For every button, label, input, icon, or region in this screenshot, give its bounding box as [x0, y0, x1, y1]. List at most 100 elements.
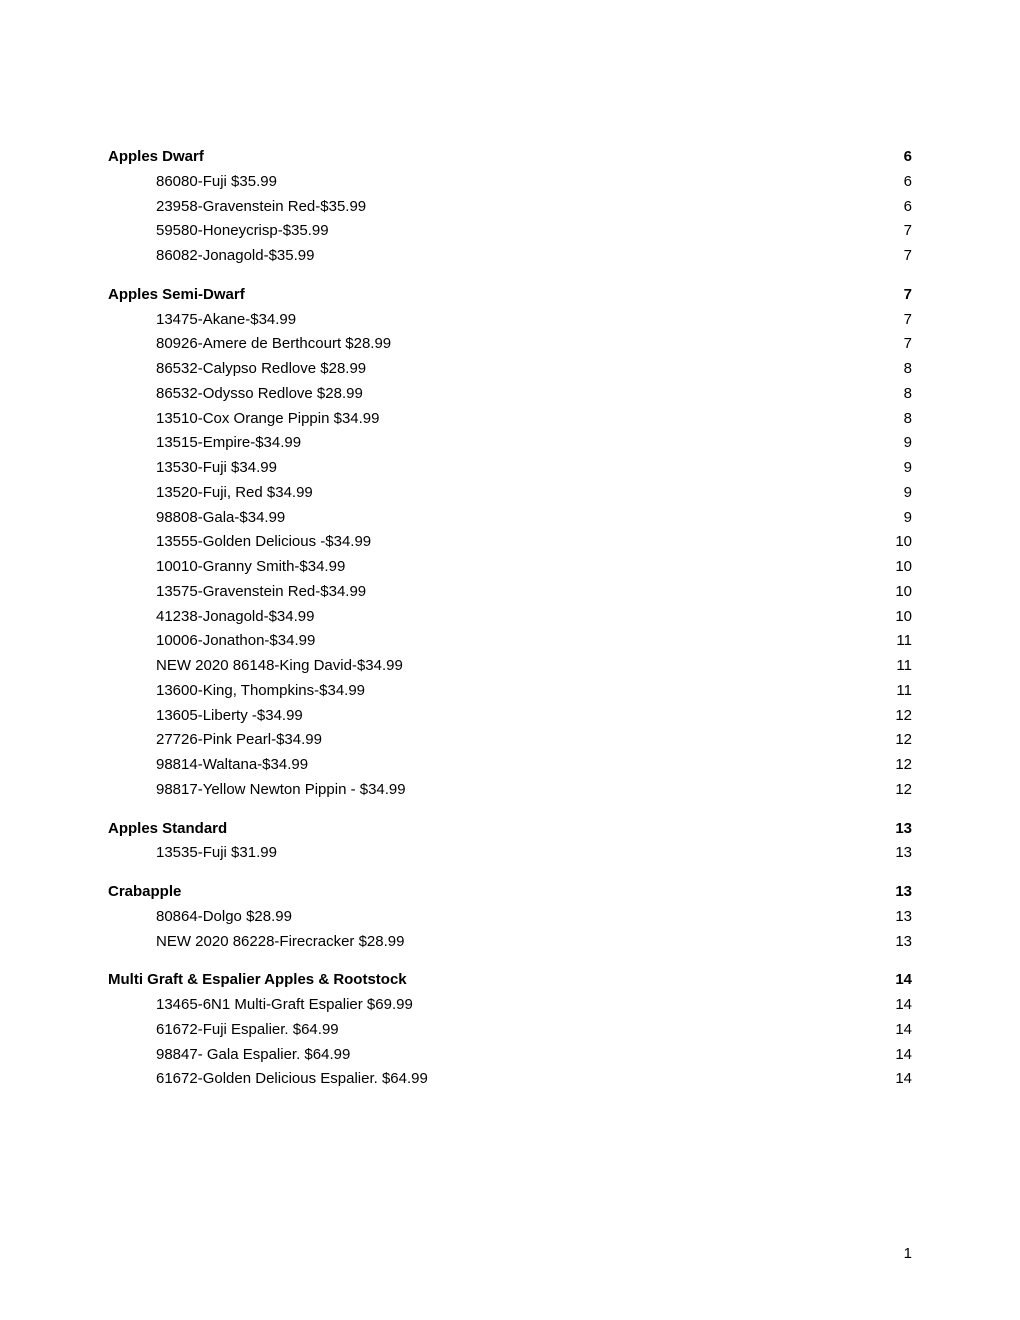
toc-item: 13530-Fuji $34.999 — [108, 456, 912, 481]
toc-item-page: 6 — [882, 195, 912, 220]
toc-item: NEW 2020 86148-King David-$34.9911 — [108, 654, 912, 679]
toc-item: 13510-Cox Orange Pippin $34.998 — [108, 407, 912, 432]
toc-item-label: 86532-Calypso Redlove $28.99 — [156, 357, 882, 382]
toc-item-label: 98814-Waltana-$34.99 — [156, 753, 882, 778]
toc-item-label: 23958-Gravenstein Red-$35.99 — [156, 195, 882, 220]
toc-item-page: 6 — [882, 170, 912, 195]
toc-item-page: 14 — [882, 1018, 912, 1043]
toc-heading: Crabapple13 — [108, 880, 912, 905]
toc-section: Multi Graft & Espalier Apples & Rootstoc… — [108, 968, 912, 1092]
toc-item-page: 7 — [882, 244, 912, 269]
toc-item: 13605-Liberty -$34.9912 — [108, 704, 912, 729]
toc-item-label: 27726-Pink Pearl-$34.99 — [156, 728, 882, 753]
toc-item: NEW 2020 86228-Firecracker $28.9913 — [108, 930, 912, 955]
toc-item-label: 13535-Fuji $31.99 — [156, 841, 882, 866]
toc-heading: Apples Semi-Dwarf7 — [108, 283, 912, 308]
toc-item-label: 86080-Fuji $35.99 — [156, 170, 882, 195]
toc-item-label: 80926-Amere de Berthcourt $28.99 — [156, 332, 882, 357]
toc-item: 10010-Granny Smith-$34.9910 — [108, 555, 912, 580]
toc-item: 59580-Honeycrisp-$35.997 — [108, 219, 912, 244]
toc-section: Crabapple1380864-Dolgo $28.9913NEW 2020 … — [108, 880, 912, 954]
toc-item-page: 11 — [882, 679, 912, 704]
toc-item: 86080-Fuji $35.996 — [108, 170, 912, 195]
toc-item-page: 8 — [882, 382, 912, 407]
toc-item: 13555-Golden Delicious -$34.9910 — [108, 530, 912, 555]
toc-heading: Apples Dwarf6 — [108, 145, 912, 170]
toc-item-label: 98817-Yellow Newton Pippin - $34.99 — [156, 778, 882, 803]
toc-heading-label: Multi Graft & Espalier Apples & Rootstoc… — [108, 968, 882, 993]
toc-item: 61672-Golden Delicious Espalier. $64.991… — [108, 1067, 912, 1092]
toc-item-page: 11 — [882, 629, 912, 654]
toc-item: 13475-Akane-$34.997 — [108, 308, 912, 333]
toc-item-page: 12 — [882, 704, 912, 729]
toc-heading-page: 14 — [882, 968, 912, 993]
toc-item-page: 9 — [882, 506, 912, 531]
toc-heading-label: Apples Standard — [108, 817, 882, 842]
toc-item-label: 98847- Gala Espalier. $64.99 — [156, 1043, 882, 1068]
toc-item-page: 9 — [882, 456, 912, 481]
toc-item-page: 7 — [882, 308, 912, 333]
toc-item-label: 61672-Golden Delicious Espalier. $64.99 — [156, 1067, 882, 1092]
toc-item-label: 80864-Dolgo $28.99 — [156, 905, 882, 930]
toc-item-page: 8 — [882, 357, 912, 382]
toc-item-page: 9 — [882, 431, 912, 456]
toc-item-label: 61672-Fuji Espalier. $64.99 — [156, 1018, 882, 1043]
toc-item: 13535-Fuji $31.9913 — [108, 841, 912, 866]
toc-item-label: 13515-Empire-$34.99 — [156, 431, 882, 456]
toc-item: 27726-Pink Pearl-$34.9912 — [108, 728, 912, 753]
toc-item-page: 8 — [882, 407, 912, 432]
toc-item: 61672-Fuji Espalier. $64.9914 — [108, 1018, 912, 1043]
toc-item-page: 13 — [882, 905, 912, 930]
toc-item-label: NEW 2020 86148-King David-$34.99 — [156, 654, 882, 679]
toc-item: 23958-Gravenstein Red-$35.996 — [108, 195, 912, 220]
toc-heading: Multi Graft & Espalier Apples & Rootstoc… — [108, 968, 912, 993]
toc-item-label: 13600-King, Thompkins-$34.99 — [156, 679, 882, 704]
toc-heading-label: Apples Semi-Dwarf — [108, 283, 882, 308]
toc-heading-page: 6 — [882, 145, 912, 170]
toc-item: 80926-Amere de Berthcourt $28.997 — [108, 332, 912, 357]
toc-item-label: 13520-Fuji, Red $34.99 — [156, 481, 882, 506]
toc-item-label: 98808-Gala-$34.99 — [156, 506, 882, 531]
toc-item: 98814-Waltana-$34.9912 — [108, 753, 912, 778]
toc-item: 98847- Gala Espalier. $64.9914 — [108, 1043, 912, 1068]
toc-item-page: 10 — [882, 605, 912, 630]
toc-item-page: 14 — [882, 1043, 912, 1068]
toc-section: Apples Semi-Dwarf713475-Akane-$34.997809… — [108, 283, 912, 803]
toc-item-label: 13510-Cox Orange Pippin $34.99 — [156, 407, 882, 432]
toc-item-label: 10010-Granny Smith-$34.99 — [156, 555, 882, 580]
toc-heading-page: 13 — [882, 880, 912, 905]
toc-item: 98817-Yellow Newton Pippin - $34.9912 — [108, 778, 912, 803]
toc-heading-label: Crabapple — [108, 880, 882, 905]
toc-item-page: 13 — [882, 841, 912, 866]
toc-item: 13465-6N1 Multi-Graft Espalier $69.9914 — [108, 993, 912, 1018]
toc-item-page: 14 — [882, 993, 912, 1018]
toc-item: 98808-Gala-$34.999 — [108, 506, 912, 531]
toc-item-page: 9 — [882, 481, 912, 506]
toc-item-label: 13605-Liberty -$34.99 — [156, 704, 882, 729]
table-of-contents: Apples Dwarf686080-Fuji $35.99623958-Gra… — [108, 145, 912, 1092]
toc-item: 86082-Jonagold-$35.997 — [108, 244, 912, 269]
toc-item-label: 41238-Jonagold-$34.99 — [156, 605, 882, 630]
toc-item: 80864-Dolgo $28.9913 — [108, 905, 912, 930]
toc-item: 86532-Odysso Redlove $28.998 — [108, 382, 912, 407]
toc-heading-page: 7 — [882, 283, 912, 308]
toc-section: Apples Standard1313535-Fuji $31.9913 — [108, 817, 912, 867]
toc-heading-label: Apples Dwarf — [108, 145, 882, 170]
toc-item-page: 12 — [882, 728, 912, 753]
toc-item-page: 10 — [882, 580, 912, 605]
toc-item-label: 13530-Fuji $34.99 — [156, 456, 882, 481]
toc-heading: Apples Standard13 — [108, 817, 912, 842]
toc-section: Apples Dwarf686080-Fuji $35.99623958-Gra… — [108, 145, 912, 269]
toc-item-page: 11 — [882, 654, 912, 679]
page-number: 1 — [904, 1245, 912, 1262]
toc-item-page: 13 — [882, 930, 912, 955]
toc-item-page: 12 — [882, 753, 912, 778]
toc-item-page: 14 — [882, 1067, 912, 1092]
toc-item-page: 10 — [882, 530, 912, 555]
toc-item-label: 86532-Odysso Redlove $28.99 — [156, 382, 882, 407]
toc-item-page: 7 — [882, 219, 912, 244]
toc-item-label: 13465-6N1 Multi-Graft Espalier $69.99 — [156, 993, 882, 1018]
toc-item-label: 13555-Golden Delicious -$34.99 — [156, 530, 882, 555]
toc-item-label: 59580-Honeycrisp-$35.99 — [156, 219, 882, 244]
toc-item-label: 13575-Gravenstein Red-$34.99 — [156, 580, 882, 605]
